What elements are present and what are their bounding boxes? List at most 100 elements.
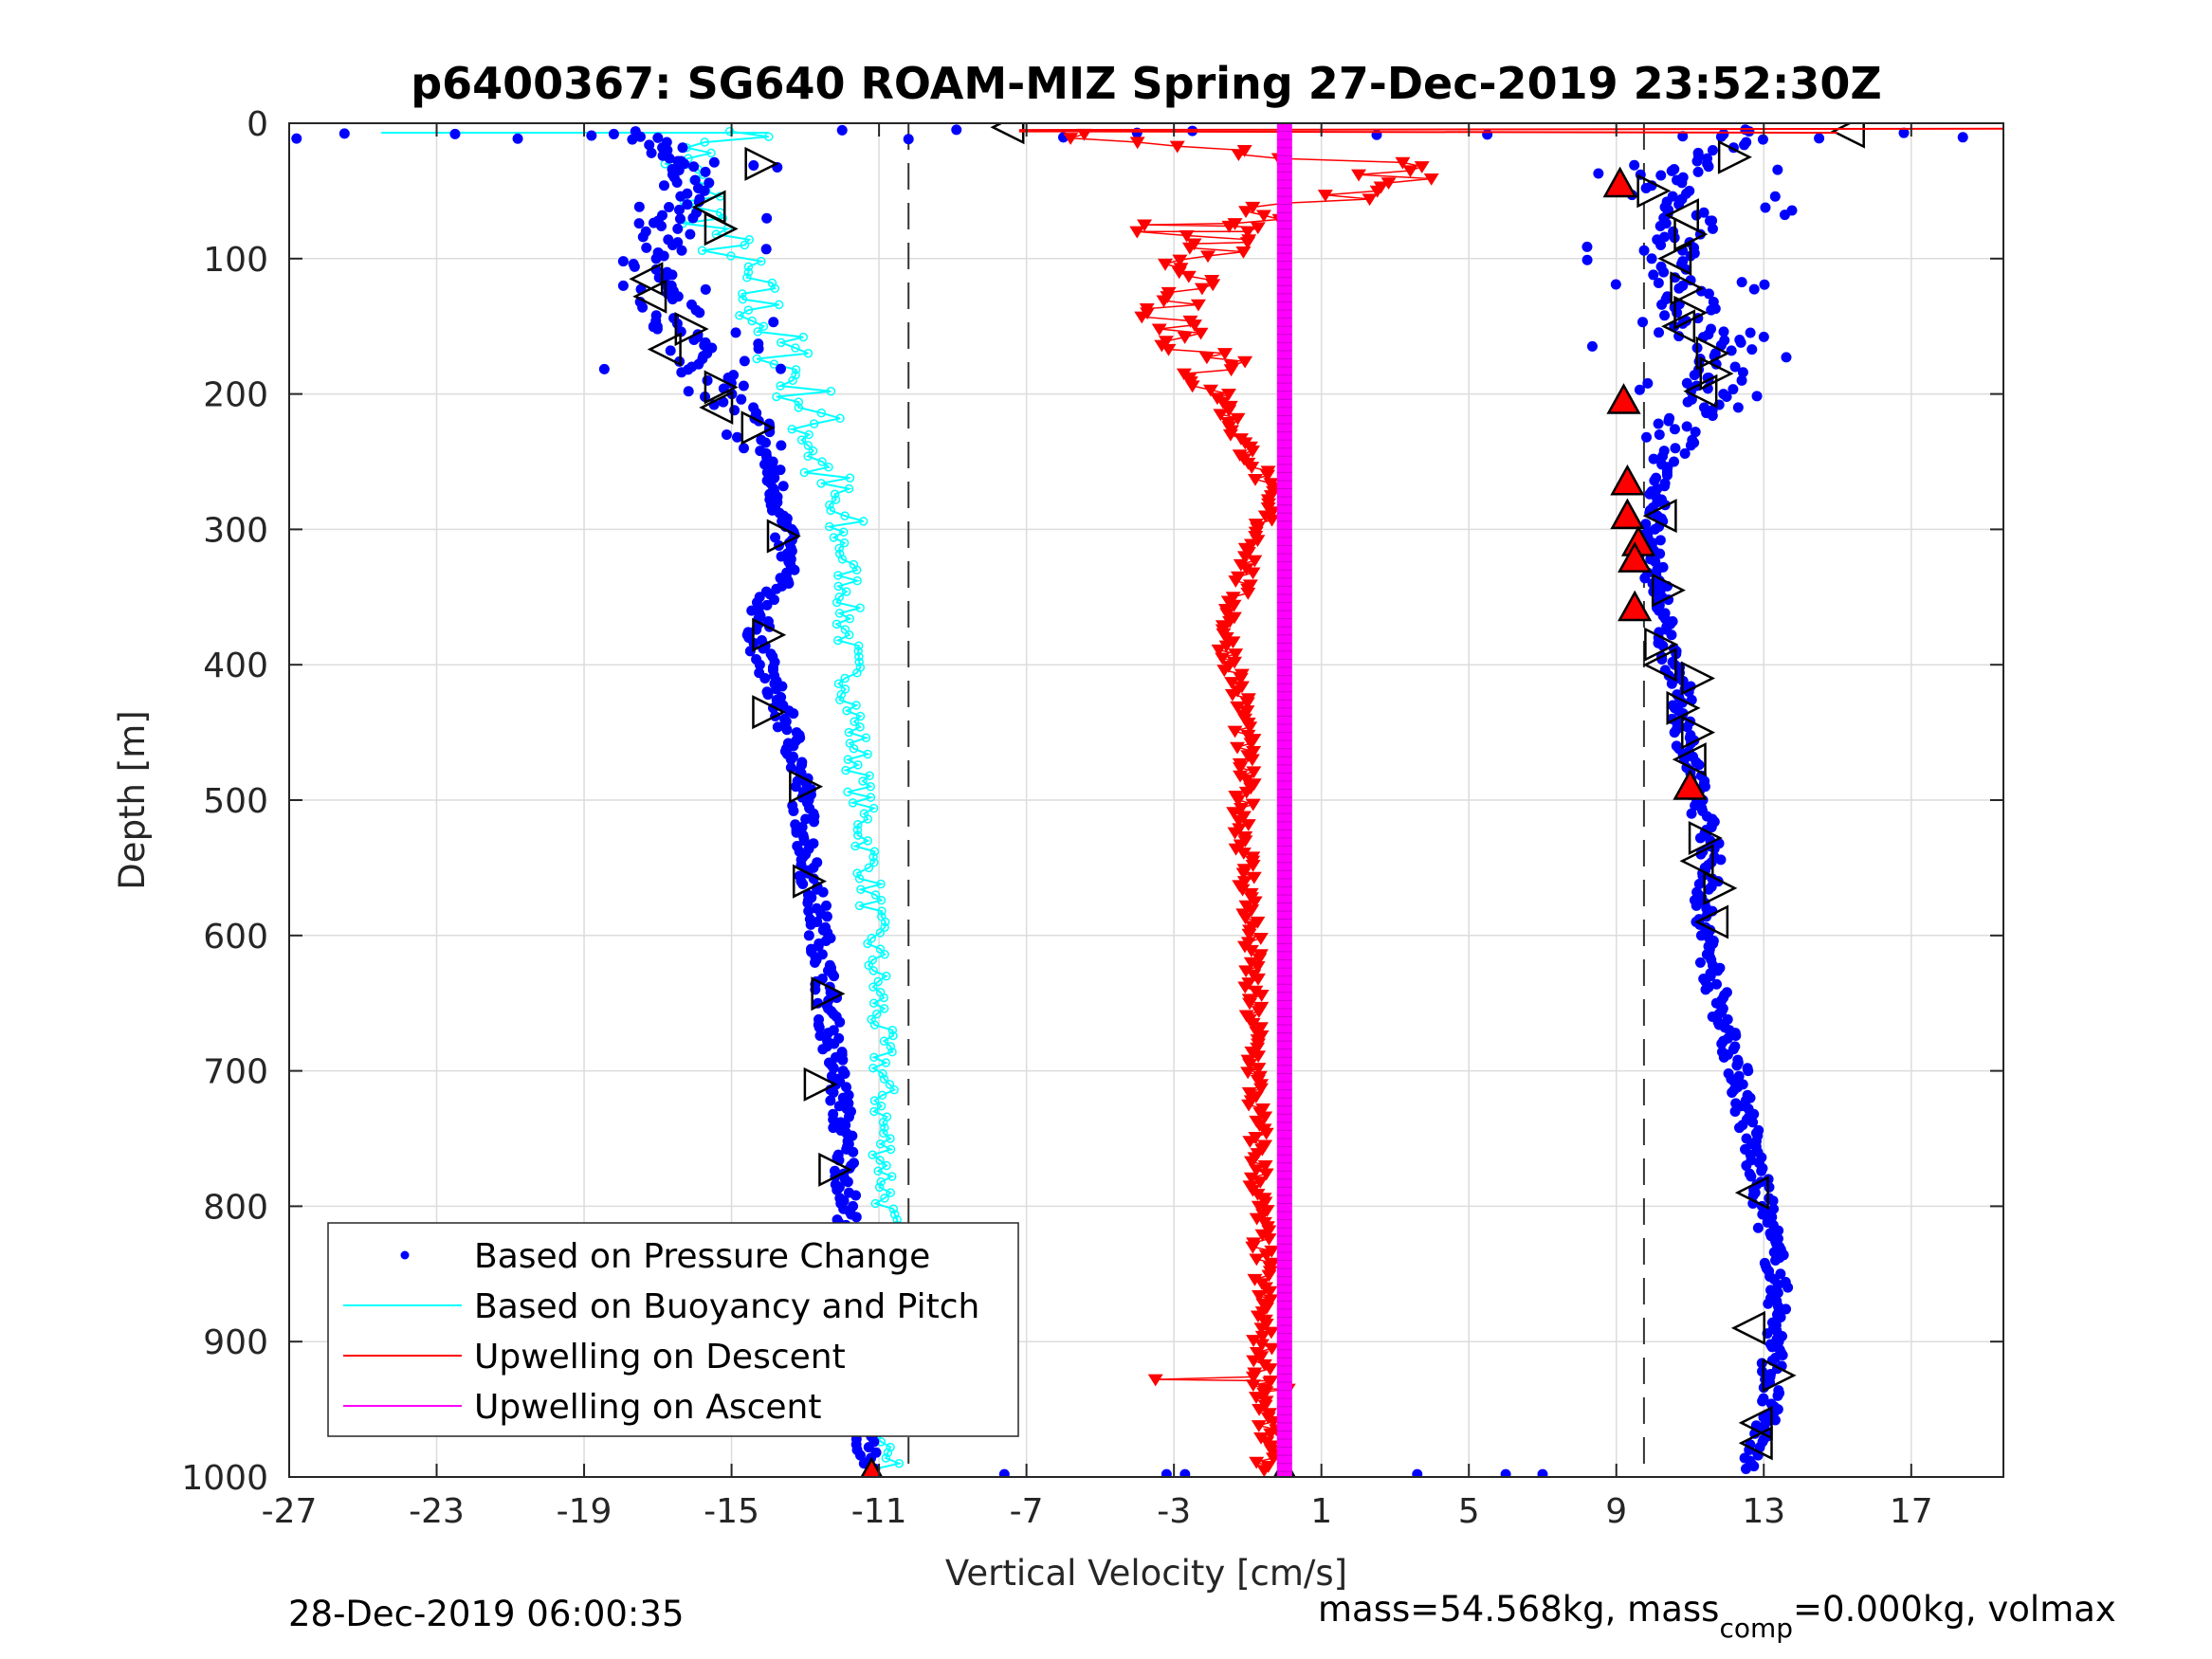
pressure-point-ascent [1693, 879, 1705, 890]
buoyancy-point [844, 483, 854, 494]
upwelling-descent-point [1221, 405, 1237, 417]
pressure-point-ascent [1694, 832, 1706, 844]
buoyancy-point [841, 765, 850, 775]
pressure-point-descent [664, 202, 675, 213]
pressure-point-scatter [1586, 340, 1598, 352]
pressure-point-ascent [1691, 155, 1703, 167]
upwelling-descent-point [1239, 774, 1255, 787]
pressure-marker [1695, 336, 1730, 371]
buoyancy-point [886, 1042, 896, 1051]
pressure-point-scatter [1746, 344, 1758, 356]
pressure-point-descent [665, 345, 676, 356]
buoyancy-point [866, 793, 876, 802]
buoyancy-point [875, 944, 886, 954]
pressure-point-scatter [1581, 241, 1593, 252]
pressure-point-scatter [598, 363, 610, 374]
upwelling-descent-point [1238, 786, 1254, 799]
upwelling-descent-point [1240, 1066, 1256, 1080]
pressure-point-ascent [1690, 427, 1701, 438]
buoyancy-point [853, 830, 863, 840]
buoyancy-point [853, 647, 863, 656]
buoyancy-point [869, 1020, 880, 1030]
pressure-point-descent [770, 532, 781, 543]
upwelling-descent-point [1228, 843, 1244, 856]
upwelling-descent-point [1261, 1269, 1277, 1283]
upwelling-descent-point [1241, 1099, 1257, 1112]
pressure-marker [1681, 661, 1716, 696]
pressure-point-ascent [1654, 428, 1665, 440]
upwelling-descent-point [1180, 270, 1197, 283]
pressure-point-descent [689, 174, 701, 186]
pressure-point-scatter [1781, 352, 1792, 363]
pressure-point-ascent [1676, 177, 1688, 189]
pressure-point-descent [673, 204, 685, 215]
pressure-point-descent [732, 431, 743, 443]
pressure-marker [744, 146, 779, 181]
upwelling-descent-point [1253, 1322, 1270, 1336]
pressure-point-surface [1677, 131, 1689, 142]
buoyancy-point [794, 403, 804, 412]
x-tick-label: -15 [704, 1492, 759, 1531]
pressure-point-ascent [1695, 930, 1707, 941]
pressure-point-surface [1957, 132, 1968, 143]
pressure-point-descent [848, 1146, 859, 1158]
pressure-point-ascent [1692, 166, 1704, 177]
y-tick-label: 300 [203, 511, 268, 550]
pressure-point-descent [685, 228, 696, 240]
upwelling-descent-point [1245, 445, 1261, 458]
buoyancy-point [767, 278, 777, 288]
pressure-point-scatter [1751, 391, 1763, 402]
pressure-point-descent [768, 594, 779, 606]
buoyancy-point [887, 1047, 897, 1057]
legend-label-descent: Upwelling on Descent [474, 1338, 846, 1376]
buoyancy-point [826, 386, 836, 396]
buoyancy-point [791, 343, 800, 353]
pressure-point-descent [803, 930, 814, 941]
upwelling-descent-point [1246, 1355, 1262, 1368]
footer-timestamp: 28-Dec-2019 06:00:35 [288, 1594, 684, 1634]
pressure-point-descent [736, 393, 747, 405]
pressure-point-ascent [1679, 447, 1691, 459]
buoyancy-point [834, 549, 845, 558]
upwelling-descent-point [1225, 636, 1241, 649]
upwelling-descent-point [1190, 299, 1206, 312]
pressure-marker [803, 1066, 838, 1102]
buoyancy-point [833, 679, 844, 688]
buoyancy-point [834, 592, 845, 602]
upwelling-descent-point [1224, 689, 1240, 702]
upwelling-descent-point [1423, 173, 1439, 186]
upwelling-descent-point [1157, 258, 1173, 271]
buoyancy-point [858, 517, 868, 526]
pressure-point-ascent [1659, 310, 1671, 321]
buoyancy-point [833, 581, 843, 592]
pressure-point-descent [789, 564, 800, 575]
buoyancy-point [876, 895, 887, 905]
y-tick-label: 500 [203, 782, 268, 821]
buoyancy-point [885, 1080, 895, 1089]
buoyancy-point [881, 1453, 891, 1463]
pressure-point-descent [788, 805, 799, 816]
buoyancy-point [851, 565, 862, 574]
pressure-point-ascent [1722, 1013, 1733, 1025]
pressure-point-ascent [1673, 283, 1685, 294]
upwelling-descent-point [1262, 1376, 1278, 1390]
buoyancy-point [854, 657, 864, 667]
pressure-point-descent [762, 689, 774, 701]
upwelling-descent-point [1257, 1111, 1273, 1124]
pressure-point-descent [814, 1030, 826, 1041]
legend-label-buoyancy: Based on Buoyancy and Pitch [474, 1287, 979, 1326]
pressure-point-descent [771, 684, 782, 695]
buoyancy-point [863, 814, 873, 824]
buoyancy-point [863, 836, 873, 846]
buoyancy-point [763, 132, 774, 142]
buoyancy-point [869, 1106, 879, 1117]
buoyancy-point [868, 852, 878, 862]
pressure-marker [1694, 904, 1729, 939]
pressure-point-descent [828, 1063, 839, 1074]
upwelling-descent-point [1235, 848, 1252, 860]
pressure-point-descent [608, 128, 619, 139]
buoyancy-point [744, 235, 755, 245]
upwelling-descent-point [1129, 226, 1145, 239]
pressure-point-ascent [1646, 253, 1657, 264]
buoyancy-point [879, 993, 888, 1003]
